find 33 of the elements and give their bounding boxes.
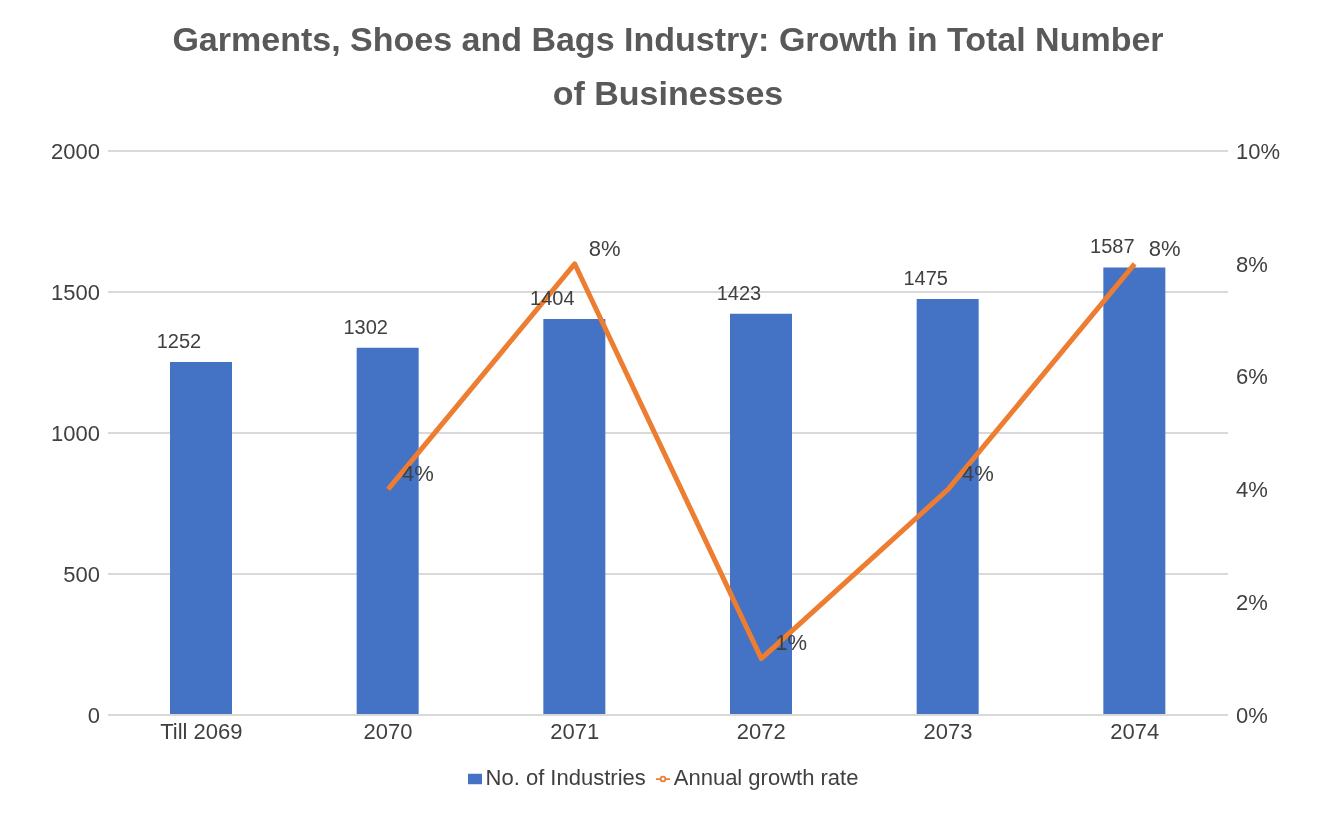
bar — [1103, 267, 1166, 715]
x-tick-label: Till 2069 — [160, 718, 243, 744]
x-tick-label: 2070 — [363, 718, 413, 744]
y-tick-label: 1500 — [51, 279, 100, 305]
bar — [170, 361, 232, 715]
y2-tick-label: 6% — [1236, 364, 1268, 390]
y2-tick-label: 4% — [1236, 476, 1268, 502]
data-label: 4% — [962, 460, 994, 486]
legend-label: No. of Industries — [485, 764, 646, 790]
y2-tick-label: 2% — [1236, 589, 1268, 615]
legend-label: Annual growth rate — [673, 764, 859, 790]
data-label: 4% — [402, 460, 434, 486]
data-label: 1302 — [343, 315, 388, 338]
data-label: 1423 — [716, 281, 762, 304]
x-tick-label: 2071 — [550, 718, 600, 744]
data-label: 1252 — [156, 329, 202, 352]
chart-title: Garments, Shoes and Bags Industry: Growth in Total Number of Businesses — [171, 19, 1165, 115]
x-tick-label: 2072 — [736, 718, 786, 744]
y-tick-label: 1000 — [51, 420, 100, 446]
bar — [543, 318, 606, 715]
y-tick-label: 2000 — [51, 138, 100, 164]
y-tick-label: 0 — [87, 702, 100, 728]
data-label: 8% — [1148, 235, 1181, 261]
data-label: 1587 — [1090, 235, 1135, 258]
y2-tick-label: 8% — [1236, 251, 1268, 277]
data-label: 1% — [775, 630, 808, 656]
y2-tick-label: 10% — [1236, 138, 1281, 164]
y2-tick-label: 0% — [1236, 702, 1268, 728]
x-tick-label: 2073 — [923, 718, 973, 744]
y-tick-label: 500 — [63, 561, 100, 587]
data-label: 1475 — [903, 266, 948, 289]
data-label: 8% — [588, 235, 621, 261]
x-tick-label: 2074 — [1110, 718, 1160, 744]
